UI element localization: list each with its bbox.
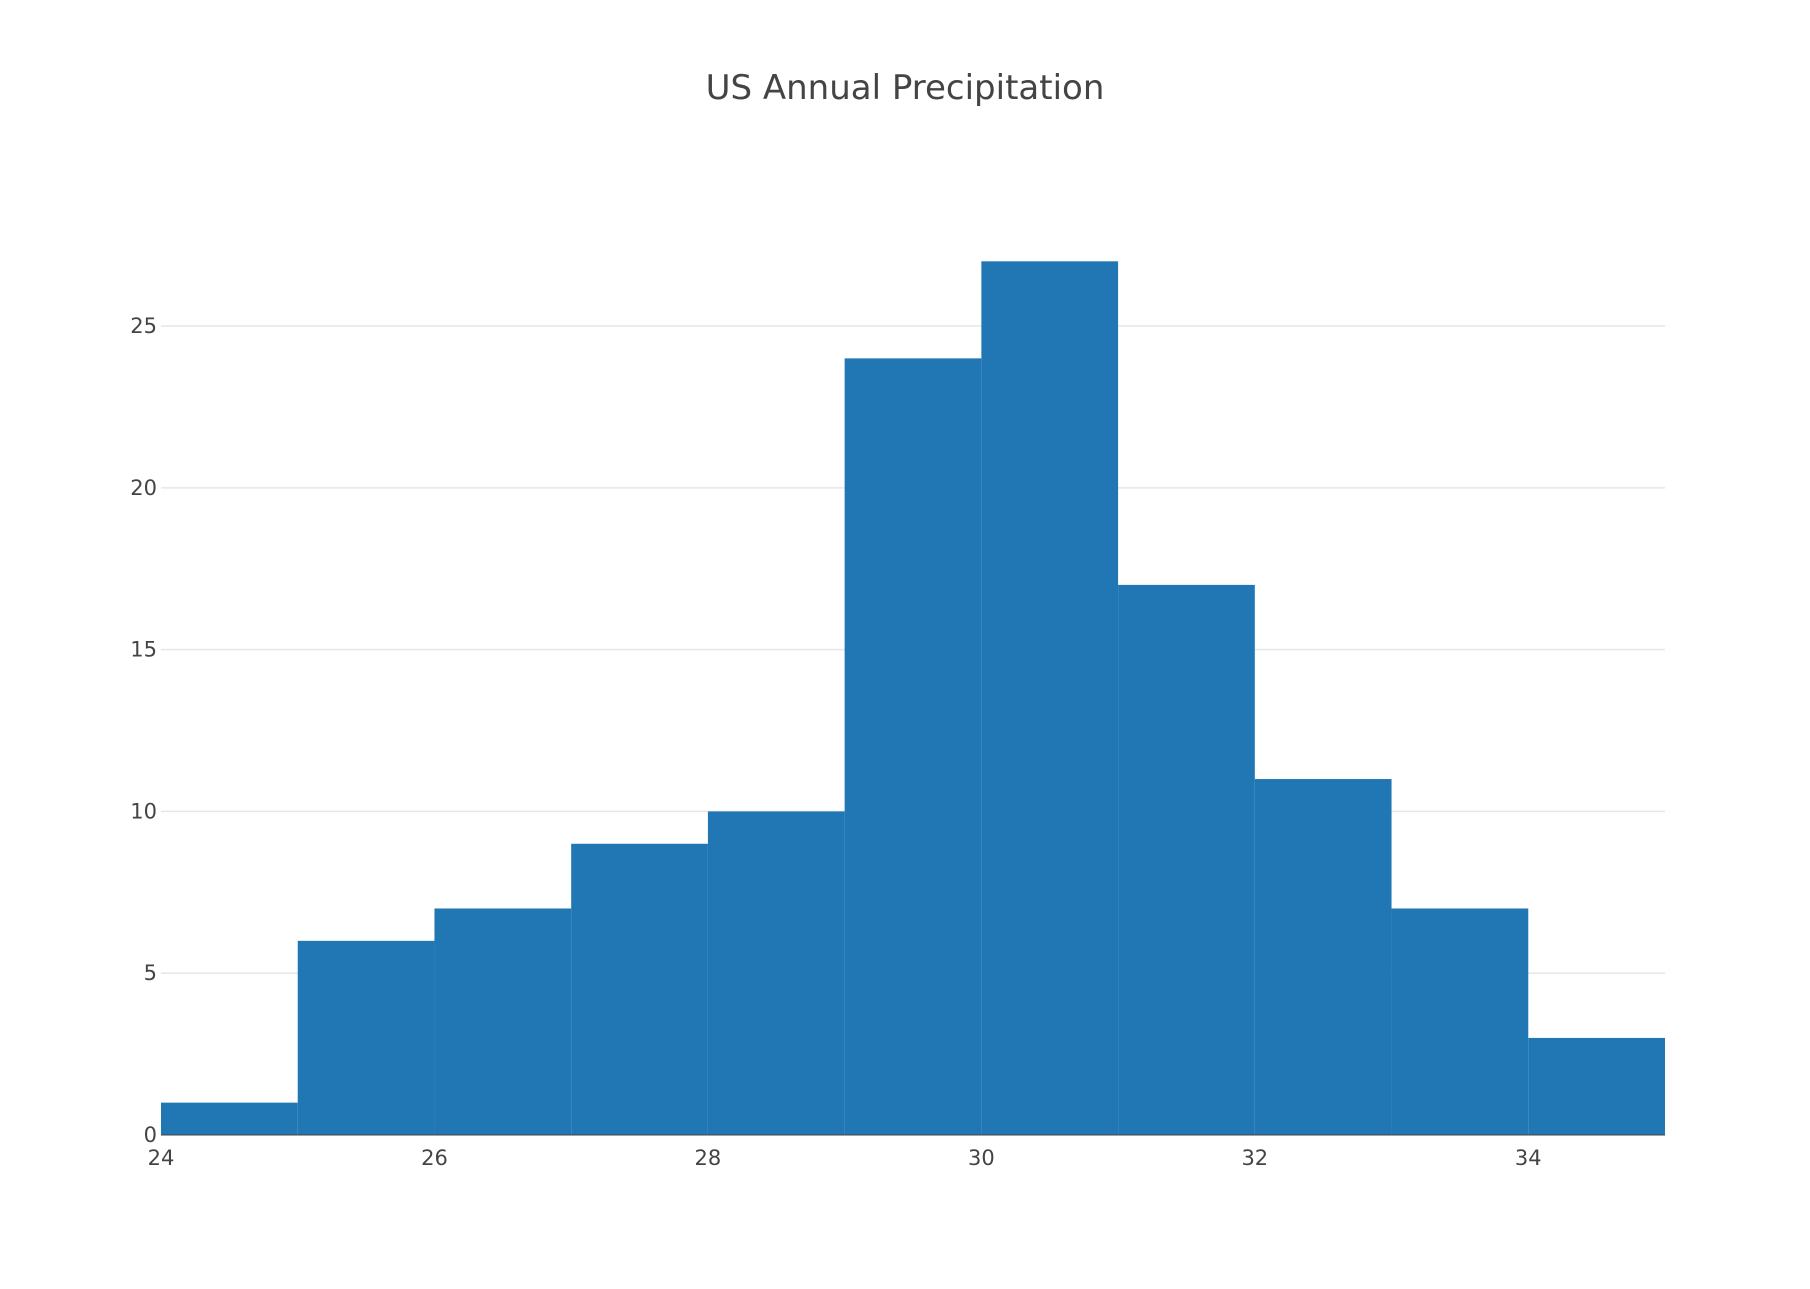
x-tick-label: 28 bbox=[695, 1146, 722, 1170]
y-tick-label: 25 bbox=[130, 314, 157, 338]
y-tick-labels: 0 5 10 15 20 25 bbox=[130, 314, 157, 1147]
x-tick-label: 26 bbox=[421, 1146, 448, 1170]
histogram-bar bbox=[161, 1102, 298, 1135]
histogram-bar bbox=[1391, 908, 1529, 1135]
histogram-bar bbox=[1254, 779, 1392, 1135]
histogram-bar bbox=[571, 843, 708, 1135]
y-tick-label: 15 bbox=[130, 638, 157, 662]
x-tick-label: 30 bbox=[968, 1146, 995, 1170]
x-tick-labels: 24 26 28 30 32 34 bbox=[148, 1146, 1542, 1170]
histogram-bar bbox=[707, 811, 845, 1135]
histogram-bar bbox=[1528, 1037, 1665, 1135]
chart-title: US Annual Precipitation bbox=[706, 68, 1105, 108]
x-tick-label: 32 bbox=[1241, 1146, 1268, 1170]
histogram-bar bbox=[297, 940, 435, 1135]
y-tick-label: 20 bbox=[130, 476, 157, 500]
histogram-bar bbox=[1118, 584, 1255, 1135]
y-tick-label: 0 bbox=[144, 1123, 157, 1147]
histogram-bar bbox=[844, 358, 982, 1136]
x-tick-label: 24 bbox=[148, 1146, 175, 1170]
y-tick-label: 5 bbox=[144, 961, 157, 985]
histogram-bar bbox=[981, 261, 1119, 1135]
x-tick-label: 34 bbox=[1515, 1146, 1542, 1170]
y-tick-label: 10 bbox=[130, 799, 157, 823]
histogram-bars bbox=[161, 261, 1665, 1136]
histogram-bar bbox=[434, 908, 572, 1135]
